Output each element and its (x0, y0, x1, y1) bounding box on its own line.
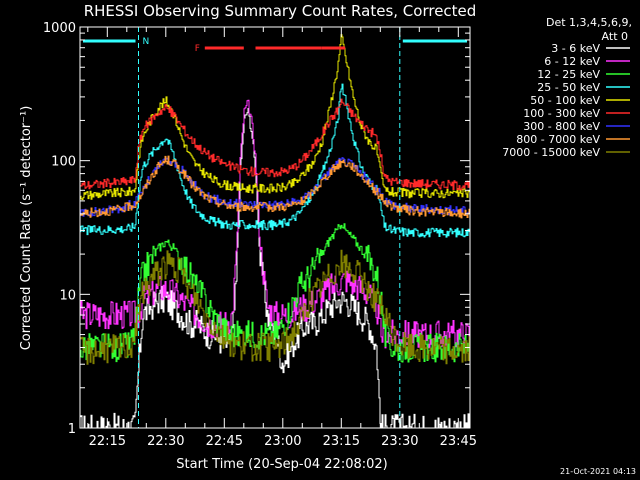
legend-label-4: 25 - 50 keV (537, 81, 600, 94)
legend-label-8: 800 - 7000 keV (516, 133, 600, 146)
series-line-9 (80, 249, 470, 365)
x-tick-label-23:00: 23:00 (264, 434, 301, 449)
saa-label: F (195, 44, 200, 54)
x-tick-label-22:15: 22:15 (89, 434, 126, 449)
legend-label-5: 50 - 100 keV (530, 94, 600, 107)
x-tick-label-23:30: 23:30 (381, 434, 418, 449)
series-line-6 (80, 98, 470, 191)
legend-label-2: 6 - 12 keV (544, 55, 600, 68)
legend-header-line-1: Det 1,3,4,5,6,9, (546, 16, 632, 29)
plot-frame (79, 26, 471, 429)
y-tick-label-1: 1 (68, 422, 76, 437)
y-tick-label-10: 10 (59, 288, 76, 303)
x-tick-label-22:30: 22:30 (147, 434, 184, 449)
y-tick-label-100: 100 (51, 155, 76, 170)
series-line-2 (80, 99, 470, 350)
legend-label-7: 300 - 800 keV (523, 120, 600, 133)
series-line-3 (80, 223, 470, 363)
plot-area: N F 1 10 100 1000 22:15 22:30 22:45 23:00 23:15 23:… (43, 21, 477, 449)
legend-label-6: 100 - 300 keV (523, 107, 600, 120)
series-line-5 (80, 34, 470, 201)
x-tick-label-23:45: 23:45 (440, 434, 477, 449)
chart-title: RHESSI Observing Summary Count Rates, Co… (84, 2, 477, 20)
legend-header-line-2: Att 0 (602, 30, 628, 43)
y-tick-label-1000: 1000 (43, 21, 76, 36)
legend-label-3: 12 - 25 keV (537, 68, 600, 81)
x-axis-label: Start Time (20-Sep-04 22:08:02) (176, 457, 387, 472)
x-tick-label-23:15: 23:15 (323, 434, 360, 449)
series-traces (80, 34, 470, 428)
footer-timestamp: 21-Oct-2021 04:13 (560, 467, 636, 476)
y-axis-label: Corrected Count Rate (s⁻¹ detector⁻¹) (19, 106, 34, 351)
legend-label-9: 7000 - 15000 keV (502, 146, 600, 159)
x-tick-label-22:45: 22:45 (206, 434, 243, 449)
legend-label-1: 3 - 6 keV (551, 42, 600, 55)
series-line-4 (80, 83, 470, 238)
series-line-8 (80, 155, 470, 219)
night-label: N (143, 37, 150, 47)
